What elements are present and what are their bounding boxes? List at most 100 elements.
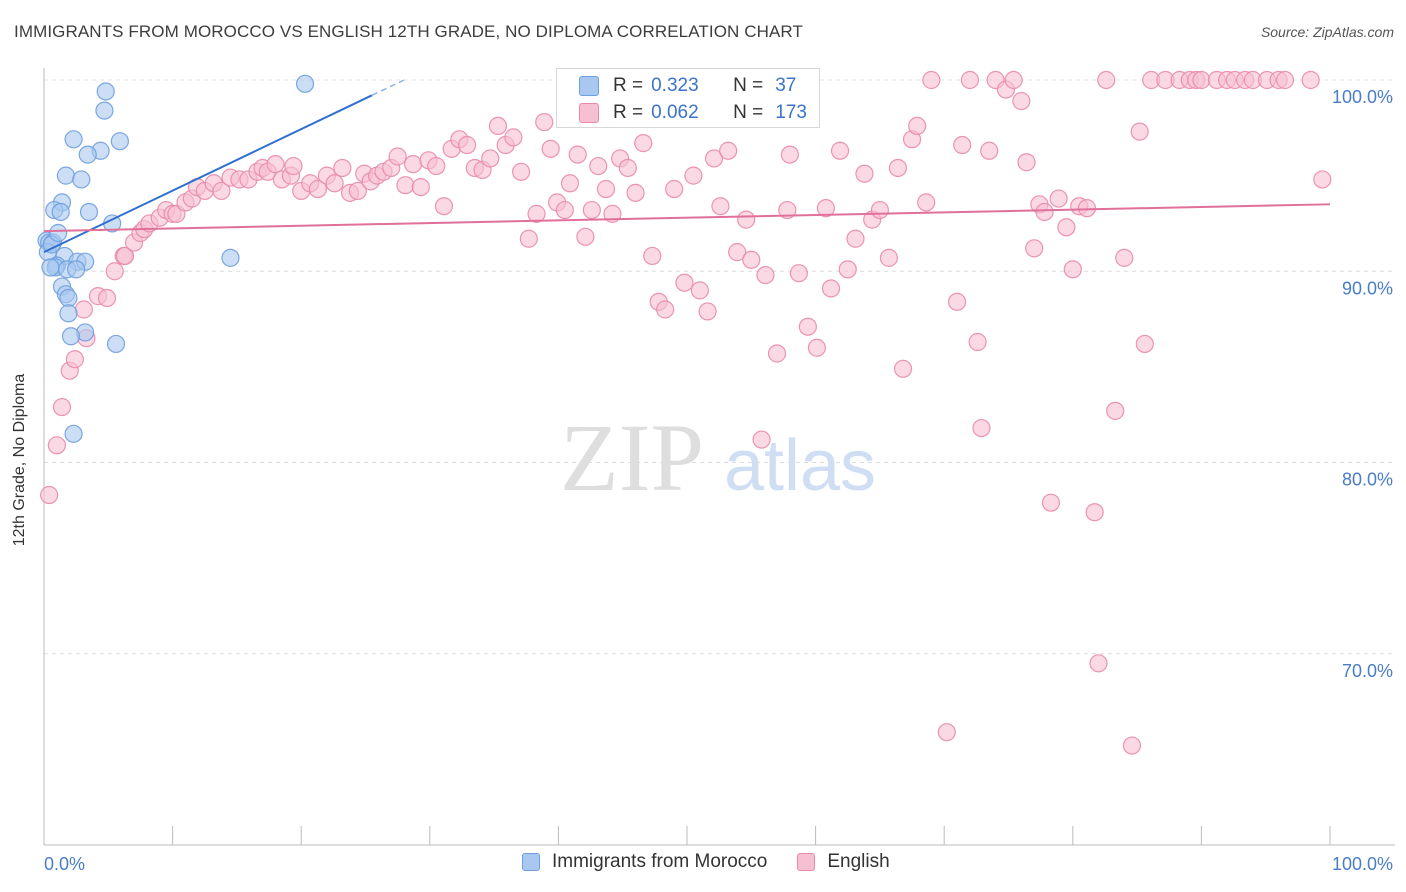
data-point (333, 158, 352, 178)
watermark-zip: ZIP (560, 404, 704, 511)
data-point (690, 281, 709, 300)
legend-item-morocco[interactable]: Immigrants from Morocco (522, 851, 767, 873)
x-tick-label: 100.0% (1332, 854, 1393, 874)
data-point (221, 248, 240, 267)
data-point (937, 723, 956, 742)
data-point (922, 70, 941, 90)
data-point (908, 116, 927, 136)
n-value: 173 (775, 102, 807, 123)
data-point (704, 149, 724, 168)
data-point (980, 141, 999, 160)
data-point (1035, 202, 1054, 222)
data-point (728, 243, 747, 262)
data-point (1097, 70, 1116, 90)
data-point (504, 128, 523, 147)
data-point (634, 134, 653, 153)
data-point (1012, 91, 1031, 111)
data-point (1122, 736, 1142, 755)
data-point (879, 248, 899, 267)
data-point (947, 292, 967, 311)
data-point (52, 397, 72, 417)
data-point (115, 246, 135, 266)
data-point (719, 141, 738, 160)
data-point (855, 164, 874, 183)
stats-row-morocco: R = 0.323 N = 37 (579, 73, 796, 99)
trend-line-morocco (43, 94, 373, 254)
data-point (807, 338, 826, 357)
data-point (1089, 654, 1108, 673)
data-point (1025, 239, 1044, 258)
r-value: 0.323 (651, 75, 699, 96)
data-point (656, 300, 675, 319)
data-point (74, 300, 93, 319)
data-point (40, 485, 59, 505)
data-point (95, 101, 114, 120)
y-tick-label: 80.0% (1342, 470, 1393, 490)
data-point (1085, 503, 1104, 522)
legend-label-morocco: Immigrants from Morocco (552, 851, 768, 872)
data-point (582, 200, 601, 220)
data-point (1130, 122, 1149, 141)
data-point (1063, 260, 1082, 279)
data-point (1275, 70, 1295, 90)
stats-legend: R = 0.323 N = 37 R = 0.062 N = 173 (556, 68, 820, 128)
data-point (846, 229, 865, 248)
data-point (870, 200, 890, 220)
y-tick-label: 90.0% (1342, 278, 1393, 298)
morocco-points (37, 74, 315, 443)
grid-lines (44, 79, 1395, 655)
data-point (59, 288, 78, 308)
data-point (756, 265, 775, 285)
tick-labels: 70.0% 80.0% 90.0% 100.0% 0.0% 100.0% (44, 87, 1393, 874)
data-point (79, 202, 99, 222)
data-point (675, 273, 694, 292)
data-point (72, 170, 91, 189)
data-point (527, 204, 546, 223)
data-point (61, 327, 81, 346)
data-point (535, 112, 554, 132)
legend-label-english: English (827, 851, 890, 872)
data-point (684, 166, 703, 185)
data-point (106, 334, 126, 354)
data-point (767, 344, 787, 363)
data-point (960, 70, 980, 90)
data-point (1135, 334, 1154, 354)
data-point (1041, 493, 1061, 512)
x-tick-label: 0.0% (44, 854, 85, 874)
data-point (618, 158, 637, 178)
data-point (1106, 401, 1125, 420)
data-point (512, 162, 531, 181)
english-swatch (579, 103, 599, 123)
data-point (105, 262, 124, 281)
n-label: N = (733, 102, 764, 123)
watermark: ZIP atlas (560, 404, 876, 511)
data-point (97, 288, 117, 308)
data-point (626, 183, 645, 202)
data-point (388, 147, 407, 166)
data-point (589, 156, 608, 176)
data-point (972, 418, 991, 438)
data-point (742, 250, 761, 269)
data-point (411, 178, 430, 197)
trend-line-morocco-dashed (371, 79, 405, 96)
legend-item-english[interactable]: English (797, 851, 890, 873)
data-point (830, 141, 850, 160)
data-point (41, 258, 60, 277)
data-point (893, 359, 913, 378)
data-point (78, 145, 97, 164)
data-point (308, 179, 328, 199)
data-point (403, 155, 423, 174)
data-point (47, 436, 66, 455)
data-point (821, 279, 841, 298)
legend-swatch-english (797, 853, 816, 871)
r-value: 0.062 (651, 102, 699, 123)
trend-line-english (43, 203, 1331, 233)
data-point (816, 199, 835, 218)
data-point (698, 302, 717, 321)
axes (43, 68, 1395, 846)
data-point (64, 130, 83, 149)
data-point (488, 116, 508, 136)
data-point (541, 139, 560, 158)
data-point (59, 304, 78, 323)
